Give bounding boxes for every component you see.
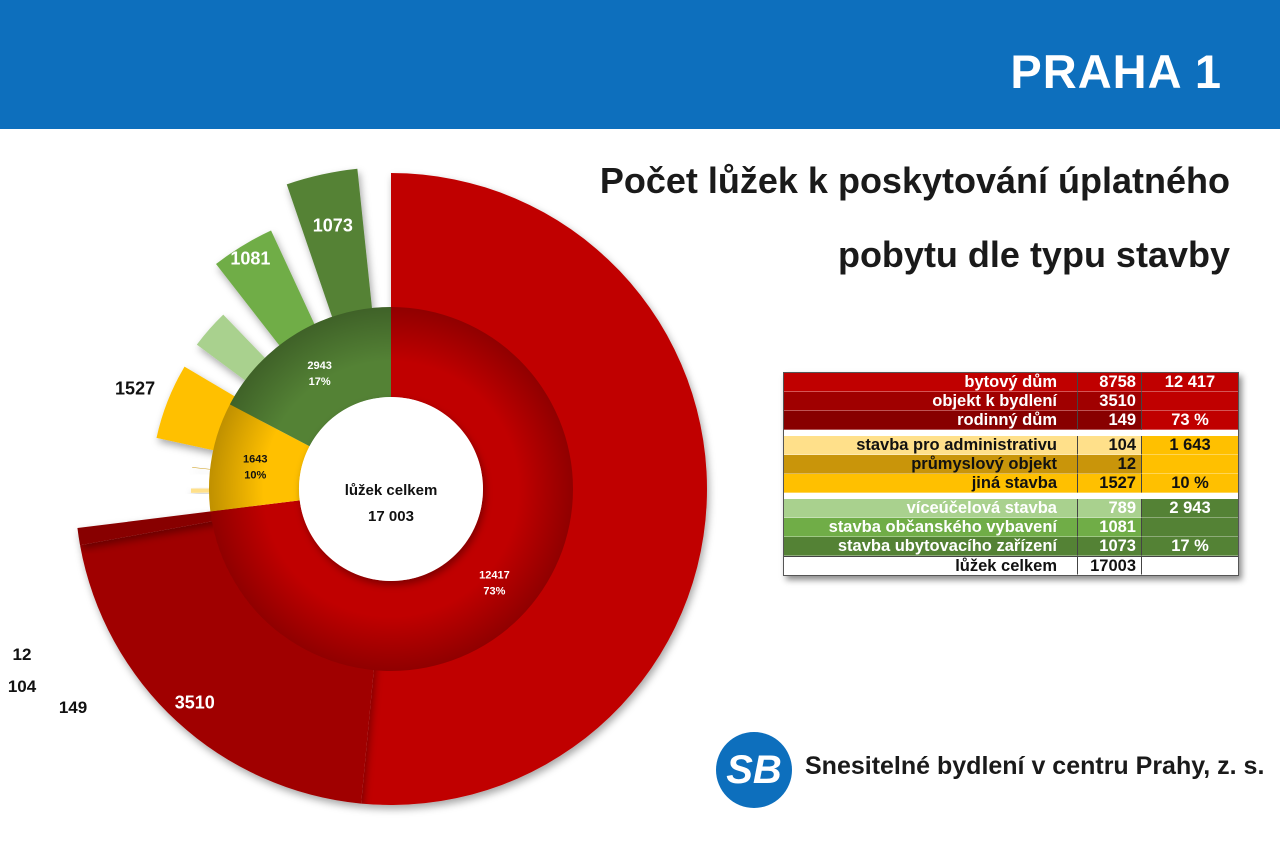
legend-group-value: 12 417 (1142, 373, 1238, 392)
legend-label: bytový dům (784, 373, 1078, 392)
legend-value: 1073 (1078, 537, 1142, 556)
outer-slice-label: 149 (59, 698, 87, 717)
legend-row: průmyslový objekt 12 (784, 455, 1238, 474)
outer-labels: 8758 3510 149 104 12 1527 789 1081 1073 (8, 215, 756, 717)
center-total: 17 003 (368, 508, 414, 525)
legend-row: rodinný dům 149 73 % (784, 411, 1238, 430)
legend-value: 3510 (1078, 392, 1142, 411)
legend-group-value: 2 943 (1142, 499, 1238, 518)
legend-group-value (1142, 455, 1238, 474)
outer-slice-label: 8758 (716, 495, 756, 515)
inner-slice-value: 1643 (243, 453, 267, 465)
legend-value: 12 (1078, 455, 1142, 474)
sunburst-chart: lůžek celkem 17 003 8758 3510 149 104 12 1527… (8, 168, 756, 805)
legend-label: objekt k bydlení (784, 392, 1078, 411)
inner-slice-value: 12417 (479, 569, 510, 581)
organization-name: Snesitelné bydlení v centru Prahy, z. s. (805, 752, 1265, 780)
legend-label: stavba občanského vybavení (784, 518, 1078, 537)
center-label: lůžek celkem (345, 482, 438, 499)
legend-total-label: lůžek celkem (784, 556, 1078, 575)
legend-row: jiná stavba 1527 10 % (784, 474, 1238, 493)
legend-label: víceúčelová stavba (784, 499, 1078, 518)
inner-slice-pct: 10% (244, 469, 266, 481)
legend-row: stavba pro administrativu 104 1 643 (784, 436, 1238, 455)
inner-slice-value: 2943 (307, 360, 331, 372)
legend-value: 104 (1078, 436, 1142, 455)
legend-group-pct: 17 % (1142, 537, 1238, 556)
legend-value: 789 (1078, 499, 1142, 518)
outer-slice-label: 3510 (175, 693, 215, 713)
legend-value: 149 (1078, 411, 1142, 430)
legend-group-pct: 10 % (1142, 474, 1238, 493)
sb-logo: SB (716, 732, 792, 808)
legend-row: stavba ubytovacího zařízení 1073 17 % (784, 537, 1238, 556)
legend-row: bytový dům 8758 12 417 (784, 373, 1238, 392)
chart-title-line-2: pobytu dle typu stavby (837, 234, 1230, 275)
legend-label: rodinný dům (784, 411, 1078, 430)
outer-slice-label: 104 (8, 677, 37, 696)
legend-group-value (1142, 392, 1238, 411)
legend-value: 1527 (1078, 474, 1142, 493)
legend-group-pct: 73 % (1142, 411, 1238, 430)
page-title: PRAHA 1 (1010, 45, 1222, 98)
legend-label: stavba ubytovacího zařízení (784, 537, 1078, 556)
legend-row: stavba občanského vybavení 1081 (784, 518, 1238, 537)
legend-total-value: 17003 (1078, 556, 1142, 575)
outer-slice-label: 12 (13, 645, 32, 664)
center-hole (299, 397, 483, 581)
outer-slice-label: 789 (173, 301, 203, 321)
outer-slice-label: 1073 (313, 215, 353, 235)
legend-value: 8758 (1078, 373, 1142, 392)
legend-label: průmyslový objekt (784, 455, 1078, 474)
legend-group-value (1142, 518, 1238, 537)
header-banner: PRAHA 1 (0, 0, 1280, 129)
chart-title-line-1: Počet lůžek k poskytování úplatného (599, 160, 1230, 201)
legend-value: 1081 (1078, 518, 1142, 537)
legend-row: objekt k bydlení 3510 (784, 392, 1238, 411)
inner-slice-pct: 73% (483, 585, 505, 597)
legend-label: jiná stavba (784, 474, 1078, 493)
legend-group-value: 1 643 (1142, 436, 1238, 455)
legend-label: stavba pro administrativu (784, 436, 1078, 455)
outer-slice-label: 1081 (230, 249, 270, 269)
legend-total-row: lůžek celkem 17003 (784, 556, 1238, 575)
outer-slice (286, 168, 373, 319)
outer-slice-label: 1527 (115, 378, 155, 398)
inner-labels: 12417 73% 1643 10% 2943 17% (243, 360, 510, 597)
legend-row: víceúčelová stavba 789 2 943 (784, 499, 1238, 518)
inner-slice-pct: 17% (309, 376, 331, 388)
legend-table: bytový dům 8758 12 417 objekt k bydlení … (783, 372, 1239, 576)
